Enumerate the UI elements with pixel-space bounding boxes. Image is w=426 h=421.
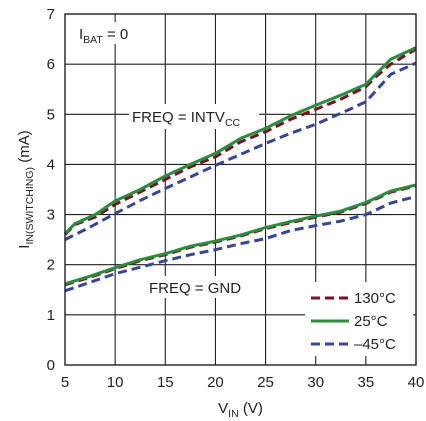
x-tick-label: 30 xyxy=(307,374,324,391)
y-tick-label: 6 xyxy=(47,56,55,73)
intvcc-annotation: FREQ = INTVCC xyxy=(132,109,241,129)
grid xyxy=(65,14,416,365)
y-tick-label: 5 xyxy=(47,106,55,123)
x-tick-label: 25 xyxy=(257,374,274,391)
series-line-130-C-intvcc xyxy=(63,47,417,236)
plot-frame xyxy=(64,13,417,366)
y-tick-label: 7 xyxy=(47,6,55,23)
x-tick-label: 35 xyxy=(358,374,375,391)
y-tick-label: 3 xyxy=(47,207,55,224)
legend-label: –45°C xyxy=(354,336,396,353)
y-tick-labels: 0 1 2 3 4 5 6 7 xyxy=(47,6,55,374)
x-tick-label: 10 xyxy=(107,374,124,391)
series-line-45-C-gnd xyxy=(64,195,417,293)
x-tick-label: 40 xyxy=(408,374,425,391)
legend-label: 130°C xyxy=(354,290,396,307)
y-tick-label: 1 xyxy=(47,307,55,324)
x-tick-labels: 5 10 15 20 25 30 35 40 xyxy=(61,374,425,391)
gnd-annotation-bg xyxy=(146,276,246,298)
x-tick-label: 15 xyxy=(157,374,174,391)
x-axis-label: VIN (V) xyxy=(218,400,263,420)
y-tick-label: 4 xyxy=(47,156,55,173)
legend-label: 25°C xyxy=(354,313,388,330)
legend-bg xyxy=(305,282,413,356)
y-tick-label: 0 xyxy=(47,357,55,374)
ibat-annotation: IBAT = 0 xyxy=(79,26,128,46)
series-line-45-C-intvcc xyxy=(64,61,417,241)
y-axis-label: IIN(SWITCHING) (mA) xyxy=(16,130,36,248)
ibat-annotation-bg xyxy=(76,22,148,44)
gnd-annotation: FREQ = GND xyxy=(149,280,241,297)
series-line-25-C-gnd xyxy=(64,183,417,286)
x-tick-label: 5 xyxy=(61,374,69,391)
series-line-25-C-intvcc xyxy=(63,46,417,235)
series-lines xyxy=(63,46,417,293)
y-tick-label: 2 xyxy=(47,257,55,274)
x-tick-label: 20 xyxy=(207,374,224,391)
legend: 130°C 25°C –45°C xyxy=(311,290,396,353)
intvcc-annotation-bg xyxy=(129,104,259,129)
